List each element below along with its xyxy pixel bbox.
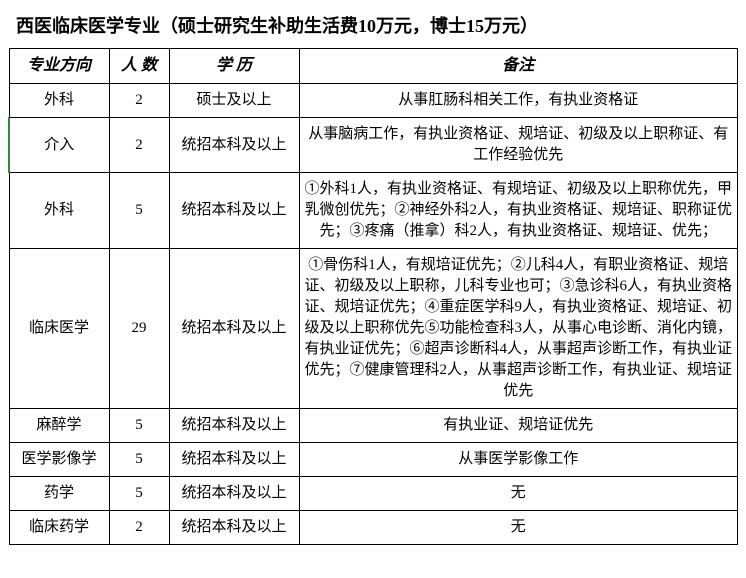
cell-direction: 麻醉学 — [9, 409, 109, 443]
cell-note: 从事医学影像工作 — [299, 443, 738, 477]
table-header-row: 专业方向 人 数 学 历 备注 — [9, 49, 738, 84]
table-row: 医学影像学5统招本科及以上从事医学影像工作 — [9, 443, 738, 477]
header-note: 备注 — [299, 49, 738, 84]
cell-education: 统招本科及以上 — [169, 173, 299, 249]
cell-education: 硕士及以上 — [169, 84, 299, 118]
cell-note: 从事脑病工作，有执业资格证、规培证、初级及以上职称证、有工作经验优先 — [299, 118, 738, 173]
page-title: 西医临床医学专业（硕士研究生补助生活费10万元，博士15万元） — [8, 8, 738, 48]
cell-note: 无 — [299, 477, 738, 511]
header-direction: 专业方向 — [9, 49, 109, 84]
table-row: 外科5统招本科及以上①外科1人，有执业资格证、有规培证、初级及以上职称优先，甲乳… — [9, 173, 738, 249]
cell-count: 5 — [109, 409, 169, 443]
header-count: 人 数 — [109, 49, 169, 84]
table-row: 外科2硕士及以上从事肛肠科相关工作，有执业资格证 — [9, 84, 738, 118]
cell-count: 2 — [109, 511, 169, 545]
cell-education: 统招本科及以上 — [169, 443, 299, 477]
cell-education: 统招本科及以上 — [169, 511, 299, 545]
cell-direction: 临床医学 — [9, 249, 109, 409]
cell-note: 无 — [299, 511, 738, 545]
cell-education: 统招本科及以上 — [169, 249, 299, 409]
cell-direction: 外科 — [9, 173, 109, 249]
table-row: 介入2统招本科及以上从事脑病工作，有执业资格证、规培证、初级及以上职称证、有工作… — [9, 118, 738, 173]
cell-count: 5 — [109, 173, 169, 249]
cell-note: ①骨伤科1人，有规培证优先；②儿科4人，有职业资格证、规培证、初级及以上职称，儿… — [299, 249, 738, 409]
cell-direction: 外科 — [9, 84, 109, 118]
cell-direction: 介入 — [9, 118, 109, 173]
cell-count: 2 — [109, 84, 169, 118]
cell-note: 从事肛肠科相关工作，有执业资格证 — [299, 84, 738, 118]
cell-education: 统招本科及以上 — [169, 118, 299, 173]
cell-count: 5 — [109, 443, 169, 477]
header-education: 学 历 — [169, 49, 299, 84]
cell-count: 5 — [109, 477, 169, 511]
recruitment-table: 专业方向 人 数 学 历 备注 外科2硕士及以上从事肛肠科相关工作，有执业资格证… — [8, 48, 738, 545]
cell-note: ①外科1人，有执业资格证、有规培证、初级及以上职称优先，甲乳微创优先；②神经外科… — [299, 173, 738, 249]
cell-direction: 医学影像学 — [9, 443, 109, 477]
table-row: 临床医学29统招本科及以上①骨伤科1人，有规培证优先；②儿科4人，有职业资格证、… — [9, 249, 738, 409]
cell-education: 统招本科及以上 — [169, 477, 299, 511]
cell-direction: 临床药学 — [9, 511, 109, 545]
table-row: 药学5统招本科及以上无 — [9, 477, 738, 511]
cell-count: 29 — [109, 249, 169, 409]
cell-note: 有执业证、规培证优先 — [299, 409, 738, 443]
table-row: 临床药学2统招本科及以上无 — [9, 511, 738, 545]
cell-count: 2 — [109, 118, 169, 173]
cell-education: 统招本科及以上 — [169, 409, 299, 443]
table-row: 麻醉学5统招本科及以上有执业证、规培证优先 — [9, 409, 738, 443]
cell-direction: 药学 — [9, 477, 109, 511]
